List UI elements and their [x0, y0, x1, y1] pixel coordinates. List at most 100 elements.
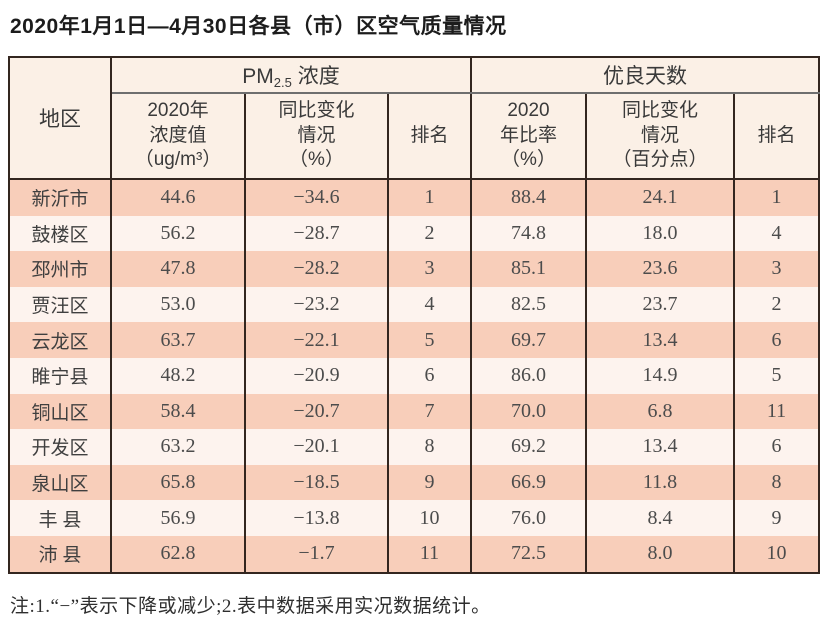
cell-rate-value: 86.0: [470, 357, 587, 394]
cell-region: 开发区: [8, 429, 112, 465]
cell-rate-value: 82.5: [470, 286, 587, 323]
table-header: 地区 PM2.5 浓度 优良天数 2020年 浓度值 （ug/m³） 同比变化 …: [8, 57, 821, 180]
cell-region: 睢宁县: [8, 357, 112, 394]
table-row: 泉山区 65.8 −18.5 9 66.9 11.8 8: [8, 464, 821, 501]
cell-pm-change: −20.1: [244, 429, 389, 465]
table-row: 睢宁县 48.2 −20.9 6 86.0 14.9 5: [8, 357, 821, 394]
cell-rate-rank: 10: [732, 535, 821, 573]
cell-rate-rank: 6: [732, 429, 821, 465]
cell-pm-rank: 11: [387, 535, 472, 573]
cell-pm-value: 63.2: [110, 429, 246, 465]
cell-rate-value: 66.9: [470, 464, 587, 501]
cell-region: 新沂市: [8, 179, 112, 216]
cell-rate-value: 69.2: [470, 429, 587, 465]
cell-pm-value: 48.2: [110, 357, 246, 394]
cell-rate-change: 18.0: [585, 215, 735, 252]
cell-rate-value: 72.5: [470, 535, 587, 573]
column-header-rate-rank: 排名: [732, 93, 821, 180]
cell-pm-change: −13.8: [244, 500, 389, 536]
sub-header-row: 2020年 浓度值 （ug/m³） 同比变化 情况 （%） 排名 2020 年比…: [9, 93, 821, 180]
cell-rate-rank: 3: [732, 251, 821, 287]
cell-pm-change: −20.9: [244, 357, 389, 394]
table-row: 丰 县 56.9 −13.8 10 76.0 8.4 9: [8, 500, 821, 536]
cell-rate-change: 11.8: [585, 464, 735, 501]
cell-pm-rank: 5: [387, 322, 472, 358]
cell-pm-value: 56.9: [110, 500, 246, 536]
cell-pm-rank: 3: [387, 251, 472, 287]
cell-rate-rank: 9: [732, 500, 821, 536]
column-header-pm-change: 同比变化 情况 （%）: [244, 93, 389, 180]
cell-rate-change: 8.4: [585, 500, 735, 536]
cell-pm-value: 65.8: [110, 464, 246, 501]
table-row: 贾汪区 53.0 −23.2 4 82.5 23.7 2: [8, 286, 821, 323]
cell-rate-rank: 2: [732, 286, 821, 323]
cell-rate-value: 69.7: [470, 322, 587, 358]
cell-pm-change: −20.7: [244, 393, 389, 430]
cell-rate-rank: 8: [732, 464, 821, 501]
cell-pm-change: −22.1: [244, 322, 389, 358]
cell-region: 邳州市: [8, 251, 112, 287]
cell-rate-rank: 1: [732, 179, 821, 216]
table-row: 邳州市 47.8 −28.2 3 85.1 23.6 3: [8, 251, 821, 287]
cell-pm-change: −34.6: [244, 179, 389, 216]
table-row: 铜山区 58.4 −20.7 7 70.0 6.8 11: [8, 393, 821, 430]
cell-rate-value: 85.1: [470, 251, 587, 287]
page-title: 2020年1月1日—4月30日各县（市）区空气质量情况: [10, 15, 507, 38]
table-row: 鼓楼区 56.2 −28.7 2 74.8 18.0 4: [8, 215, 821, 252]
cell-rate-value: 74.8: [470, 215, 587, 252]
pm25-label-subscript: 2.5: [273, 75, 292, 90]
cell-pm-value: 62.8: [110, 535, 246, 573]
table-row: 沛 县 62.8 −1.7 11 72.5 8.0 10: [8, 535, 821, 573]
cell-rate-change: 14.9: [585, 357, 735, 394]
cell-rate-rank: 11: [732, 393, 821, 430]
cell-pm-rank: 8: [387, 429, 472, 465]
cell-rate-change: 23.7: [585, 286, 735, 323]
cell-rate-change: 23.6: [585, 251, 735, 287]
cell-pm-value: 47.8: [110, 251, 246, 287]
cell-rate-rank: 5: [732, 357, 821, 394]
pm25-label-prefix: PM: [242, 65, 274, 88]
cell-rate-value: 88.4: [470, 179, 587, 216]
cell-pm-rank: 9: [387, 464, 472, 501]
cell-rate-change: 13.4: [585, 322, 735, 358]
cell-region: 沛 县: [8, 535, 112, 573]
cell-pm-change: −18.5: [244, 464, 389, 501]
pm25-label-suffix: 浓度: [291, 65, 340, 88]
air-quality-table: 地区 PM2.5 浓度 优良天数 2020年 浓度值 （ug/m³） 同比变化 …: [8, 56, 821, 574]
cell-pm-value: 58.4: [110, 393, 246, 430]
table-row: 开发区 63.2 −20.1 8 69.2 13.4 6: [8, 429, 821, 465]
cell-region: 铜山区: [8, 393, 112, 430]
column-header-rate-change: 同比变化 情况 （百分点）: [585, 93, 735, 180]
cell-pm-value: 44.6: [110, 179, 246, 216]
group-header-pm25: PM2.5 浓度: [110, 57, 472, 94]
cell-pm-rank: 6: [387, 357, 472, 394]
cell-rate-value: 76.0: [470, 500, 587, 536]
cell-pm-change: −23.2: [244, 286, 389, 323]
column-header-region: 地区: [8, 57, 112, 180]
cell-rate-rank: 4: [732, 215, 821, 252]
group-header-good-days: 优良天数: [469, 57, 821, 94]
table-row: 云龙区 63.7 −22.1 5 69.7 13.4 6: [8, 322, 821, 358]
cell-pm-value: 56.2: [110, 215, 246, 252]
footnote: 注:1.“−”表示下降或减少;2.表中数据采用实况数据统计。: [10, 595, 491, 617]
cell-pm-value: 53.0: [110, 286, 246, 323]
cell-pm-rank: 10: [387, 500, 472, 536]
cell-pm-change: −28.7: [244, 215, 389, 252]
cell-rate-change: 13.4: [585, 429, 735, 465]
table-row: 新沂市 44.6 −34.6 1 88.4 24.1 1: [8, 179, 821, 216]
cell-rate-rank: 6: [732, 322, 821, 358]
cell-pm-rank: 7: [387, 393, 472, 430]
cell-rate-value: 70.0: [470, 393, 587, 430]
cell-pm-rank: 4: [387, 286, 472, 323]
cell-rate-change: 8.0: [585, 535, 735, 573]
cell-pm-value: 63.7: [110, 322, 246, 358]
cell-region: 泉山区: [8, 464, 112, 501]
cell-pm-change: −1.7: [244, 535, 389, 573]
group-header-row: 地区 PM2.5 浓度 优良天数: [8, 57, 821, 180]
table-body: 新沂市 44.6 −34.6 1 88.4 24.1 1 鼓楼区 56.2 −2…: [8, 179, 821, 573]
cell-region: 鼓楼区: [8, 215, 112, 252]
cell-pm-change: −28.2: [244, 251, 389, 287]
cell-region: 丰 县: [8, 500, 112, 536]
cell-pm-rank: 1: [387, 179, 472, 216]
